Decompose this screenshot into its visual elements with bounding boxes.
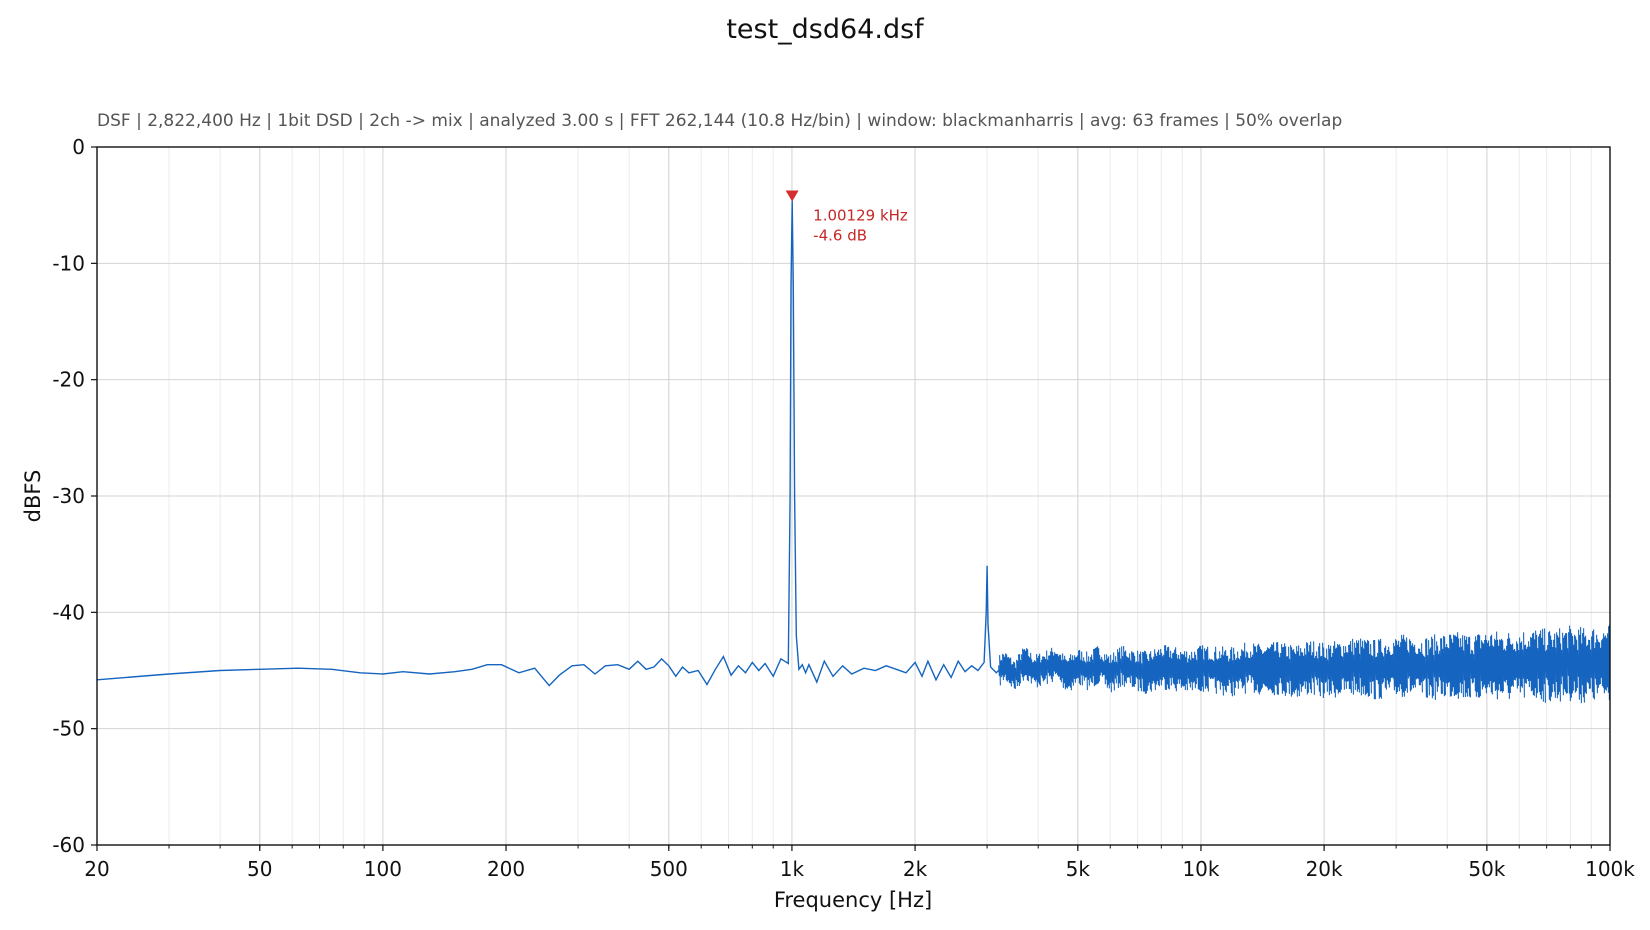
x-tick-label: 500	[650, 857, 688, 881]
x-tick-label: 20k	[1306, 857, 1343, 881]
x-tick-label: 5k	[1066, 857, 1091, 881]
y-tick-label: -50	[52, 717, 85, 741]
y-axis-ticks: 0 -10 -20 -30 -40 -50 -60	[52, 135, 97, 857]
x-axis-label: Frequency [Hz]	[774, 888, 932, 912]
chart-subtitle: DSF | 2,822,400 Hz | 1bit DSD | 2ch -> m…	[97, 111, 1342, 131]
x-tick-label: 100k	[1585, 857, 1635, 881]
y-tick-label: 0	[72, 135, 85, 159]
x-tick-label: 50	[247, 857, 272, 881]
x-tick-label: 20	[84, 857, 109, 881]
y-axis-label: dBFS	[21, 470, 45, 523]
x-tick-label: 200	[487, 857, 525, 881]
y-tick-label: -10	[52, 251, 85, 275]
peak-annotation: 1.00129 kHz -4.6 dB	[785, 190, 908, 245]
chart-title: test_dsd64.dsf	[726, 14, 925, 45]
x-axis-ticks: 20 50 100 200 500 1k 2k 5k 10k 20k 50k 100k	[84, 845, 1635, 881]
y-tick-label: -20	[52, 368, 85, 392]
peak-frequency-label: 1.00129 kHz	[813, 207, 908, 225]
x-tick-label: 100	[364, 857, 402, 881]
plot-area	[97, 200, 1610, 704]
y-tick-label: -30	[52, 484, 85, 508]
spectrum-series-line	[97, 200, 1610, 687]
x-tick-label: 50k	[1468, 857, 1505, 881]
peak-marker-icon	[785, 190, 799, 202]
x-tick-label: 10k	[1182, 857, 1219, 881]
peak-level-label: -4.6 dB	[813, 227, 867, 245]
y-tick-label: -40	[52, 600, 85, 624]
x-tick-label: 2k	[903, 857, 928, 881]
y-tick-label: -60	[52, 833, 85, 857]
x-tick-label: 1k	[780, 857, 805, 881]
